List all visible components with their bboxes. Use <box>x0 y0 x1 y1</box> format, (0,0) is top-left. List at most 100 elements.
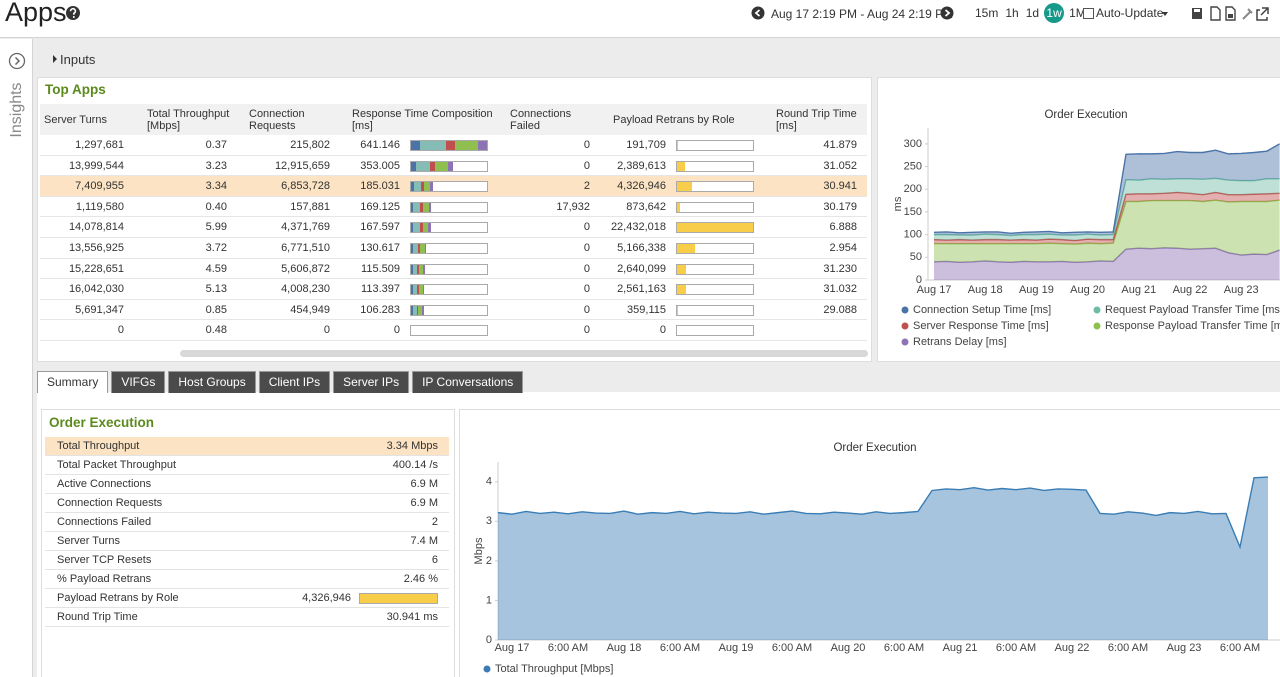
bar-track <box>676 304 754 316</box>
previous-button[interactable] <box>751 6 765 20</box>
summary-row[interactable] <box>45 513 449 532</box>
area <box>934 200 1280 263</box>
table-row[interactable] <box>40 300 867 321</box>
tab[interactable]: Client IPs <box>258 371 331 393</box>
tab[interactable]: Summary <box>37 371 109 393</box>
table-cell: 167.597 <box>360 221 400 234</box>
table-row[interactable] <box>40 320 867 341</box>
table-cell: 4,371,769 <box>281 221 330 234</box>
table-cell: 113.397 <box>361 283 400 296</box>
column-header[interactable]: Total Throughput [Mbps] <box>147 107 230 132</box>
column-header[interactable]: Payload Retrans by Role <box>613 113 735 126</box>
y-tick-label: 300 <box>904 138 922 150</box>
table-cell: 2,389,613 <box>617 159 666 172</box>
table-cell: 17,932 <box>556 200 590 213</box>
legend-label: Response Payload Transfer Time [ms] <box>1105 320 1280 332</box>
x-tick-label: 6:00 AM <box>660 642 700 654</box>
y-axis-label: Mbps <box>473 537 485 564</box>
inputs-toggle[interactable]: Inputs <box>60 52 96 67</box>
summary-value: 2 <box>431 516 438 528</box>
bar <box>411 161 453 171</box>
range-option[interactable]: 1w <box>1044 3 1065 23</box>
table-row[interactable] <box>40 197 867 218</box>
summary-row[interactable] <box>45 532 449 551</box>
x-tick-label: Aug 19 <box>1019 284 1054 296</box>
horizontal-scrollbar[interactable] <box>180 350 868 357</box>
bar <box>677 244 695 253</box>
table-cell: 0 <box>583 221 590 234</box>
column-header[interactable]: Response Time Composition [ms] <box>352 107 493 132</box>
table-row[interactable] <box>40 279 867 300</box>
tab[interactable]: VIFGs <box>111 371 166 393</box>
help-icon[interactable] <box>65 5 81 21</box>
bar <box>411 264 425 274</box>
tab[interactable]: Server IPs <box>333 371 410 393</box>
summary-row[interactable] <box>45 494 449 513</box>
table-row[interactable] <box>40 238 867 259</box>
table-row[interactable] <box>40 135 867 156</box>
legend-marker <box>1093 322 1101 330</box>
bar-segment <box>417 264 419 274</box>
table-cell: 4.59 <box>205 262 227 275</box>
table-row[interactable] <box>40 259 867 280</box>
bar-track <box>676 201 754 213</box>
table-cell: 6,853,728 <box>281 180 330 193</box>
area <box>934 143 1280 236</box>
area <box>934 247 1280 280</box>
range-option[interactable]: 15m <box>975 6 999 20</box>
summary-row[interactable] <box>45 475 449 494</box>
bar <box>677 285 686 295</box>
summary-label: Connection Requests <box>57 497 163 509</box>
bar-track <box>676 325 754 337</box>
page-title: Apps <box>5 0 67 27</box>
summary-value: 30.941 ms <box>386 611 438 623</box>
x-tick-label: Aug 23 <box>1167 642 1202 654</box>
toolbar-icons[interactable] <box>1190 6 1280 22</box>
column-header[interactable]: Connection Requests <box>249 107 305 132</box>
expand-sidebar[interactable] <box>8 52 26 70</box>
bar-segment <box>412 285 418 295</box>
tab[interactable]: IP Conversations <box>412 371 524 393</box>
auto-update-checkbox[interactable] <box>1083 8 1094 19</box>
table-cell: 0.48 <box>205 324 227 337</box>
range-option[interactable]: 1M <box>1069 6 1086 20</box>
x-tick-label: 6:00 AM <box>548 642 588 654</box>
summary-row[interactable] <box>45 551 449 570</box>
bar-segment <box>430 182 433 192</box>
table-cell: 3.23 <box>205 159 227 172</box>
bar-segment <box>413 202 421 212</box>
x-tick-label: Aug 22 <box>1173 284 1208 296</box>
summary-label: Total Throughput <box>57 440 140 452</box>
table-cell: 14,078,814 <box>68 221 124 234</box>
column-header[interactable]: Connections Failed <box>510 107 572 132</box>
bar-segment <box>413 223 421 233</box>
range-option[interactable]: 1h <box>1005 6 1019 20</box>
legend-label: Total Throughput [Mbps] <box>495 663 613 675</box>
range-option[interactable]: 1d <box>1025 6 1040 20</box>
table-cell: 5,691,347 <box>75 303 124 316</box>
column-header[interactable]: Server Turns <box>44 113 107 126</box>
table-cell: 1,297,681 <box>75 139 124 151</box>
y-tick-label: 3 <box>486 515 492 527</box>
bar-segment <box>411 223 414 233</box>
summary-row[interactable] <box>45 589 449 608</box>
table-cell: 106.283 <box>360 303 400 316</box>
x-tick-label: Aug 20 <box>831 642 866 654</box>
tab[interactable]: Host Groups <box>168 371 256 393</box>
summary-row[interactable] <box>45 570 449 589</box>
table-cell: 5.99 <box>205 221 227 234</box>
summary-row[interactable] <box>45 608 449 627</box>
summary-row[interactable] <box>45 437 449 456</box>
auto-update-label[interactable]: Auto-Update <box>1096 6 1164 20</box>
bar-segment <box>445 141 456 150</box>
column-header[interactable]: Round Trip Time [ms] <box>776 107 857 132</box>
summary-row[interactable] <box>45 456 449 475</box>
table-row[interactable] <box>40 217 867 238</box>
summary-label: Active Connections <box>57 478 152 490</box>
panel-title: Top Apps <box>45 82 106 97</box>
next-button[interactable] <box>940 6 954 20</box>
bar-track <box>676 284 754 296</box>
table-row[interactable] <box>40 156 867 177</box>
summary-label: Server TCP Resets <box>57 554 152 566</box>
bar-segment <box>420 223 423 233</box>
